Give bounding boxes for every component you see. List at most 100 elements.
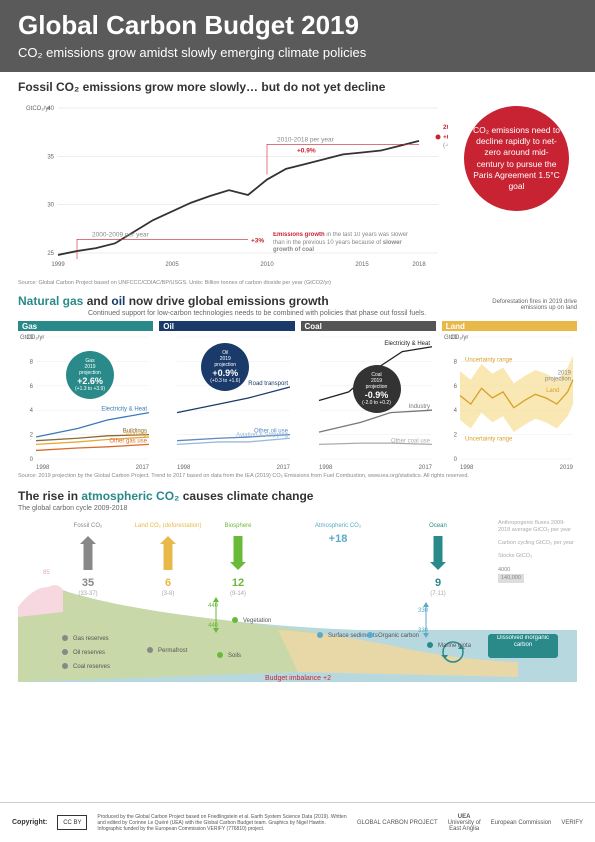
panel-row: Gas024681019982017GtCO₂/yrElectricity & …: [18, 321, 577, 471]
footer: Copyright: CC BY Produced by the Global …: [0, 802, 595, 842]
panel-coal: Coal19982017Electricity & HeatIndustryOt…: [301, 321, 436, 471]
footer-text: Produced by the Global Carbon Project ba…: [97, 814, 346, 832]
svg-text:30: 30: [47, 203, 54, 209]
svg-text:Fossil CO₂: Fossil CO₂: [74, 523, 103, 529]
section-3: The rise in atmospheric CO₂ causes clima…: [0, 479, 595, 682]
svg-text:Electricity & Heat: Electricity & Heat: [384, 341, 430, 347]
main-title: Global Carbon Budget 2019: [18, 10, 577, 41]
svg-text:Ocean: Ocean: [429, 523, 447, 529]
svg-text:Vegetation: Vegetation: [243, 618, 271, 624]
copyright-label: Copyright:: [12, 819, 47, 826]
svg-text:1999: 1999: [51, 262, 65, 268]
svg-text:Coal reserves: Coal reserves: [73, 664, 110, 670]
svg-text:2010-2018 per year: 2010-2018 per year: [277, 136, 335, 143]
callout-text: CO₂ emissions need to decline rapidly to…: [472, 125, 561, 191]
svg-text:8: 8: [453, 359, 457, 365]
sec1-title: Fossil CO₂ emissions grow more slowly… b…: [18, 80, 577, 94]
svg-text:35: 35: [82, 577, 94, 589]
logo-ec: European Commission: [491, 820, 552, 826]
svg-text:0: 0: [453, 457, 457, 463]
svg-text:330: 330: [418, 608, 429, 614]
panel-label: Oil: [159, 321, 294, 331]
svg-text:Marine biota: Marine biota: [438, 643, 472, 649]
svg-text:9: 9: [435, 577, 441, 589]
svg-text:12: 12: [232, 577, 244, 589]
svg-text:Industry: Industry: [126, 431, 147, 437]
svg-text:2017: 2017: [277, 465, 291, 471]
panel-label: Land: [442, 321, 577, 331]
svg-text:(33-37): (33-37): [78, 591, 97, 597]
svg-text:35: 35: [47, 154, 54, 160]
svg-text:+18: +18: [329, 533, 348, 545]
svg-text:85: 85: [43, 570, 50, 576]
svg-text:4: 4: [453, 408, 457, 414]
logo-gcp: GLOBAL CARBON PROJECT: [357, 820, 438, 826]
svg-text:+0.6%: +0.6%: [443, 134, 448, 141]
svg-text:Other gas use: Other gas use: [109, 438, 147, 444]
svg-text:2010: 2010: [260, 262, 274, 268]
section-2: Natural gas and oil now drive global emi…: [0, 286, 595, 479]
svg-text:2018: 2018: [412, 262, 426, 268]
subtitle: CO₂ emissions grow amidst slowly emergin…: [18, 45, 577, 60]
svg-text:Industry: Industry: [408, 404, 429, 410]
svg-text:Uncertainty range: Uncertainty range: [465, 437, 513, 443]
projection-circle: Gas2019projection+2.6%(+1.3 to +3.9): [66, 351, 114, 399]
sec2-sub: Continued support for low-carbon technol…: [88, 310, 577, 317]
svg-text:(3-8): (3-8): [162, 591, 175, 597]
svg-text:2019: 2019: [559, 465, 573, 471]
cc-badge: CC BY: [57, 815, 87, 830]
svg-text:Land: Land: [546, 388, 559, 394]
svg-text:GtCO₂/yr: GtCO₂/yr: [26, 106, 50, 112]
svg-text:4: 4: [30, 408, 34, 414]
svg-text:projection: projection: [545, 377, 571, 383]
svg-text:1998: 1998: [319, 465, 333, 471]
svg-text:Uncertainty range: Uncertainty range: [465, 357, 513, 363]
svg-text:Organic carbon: Organic carbon: [378, 633, 419, 639]
svg-text:Gas reserves: Gas reserves: [73, 636, 109, 642]
svg-text:(-0.2 to +1.5): (-0.2 to +1.5): [443, 142, 448, 149]
svg-text:1998: 1998: [460, 465, 474, 471]
svg-text:6: 6: [165, 577, 171, 589]
svg-text:GtCO₂/yr: GtCO₂/yr: [20, 335, 44, 341]
svg-text:Road transport: Road transport: [249, 381, 289, 387]
svg-text:Soils: Soils: [228, 653, 241, 659]
svg-text:8: 8: [30, 359, 34, 365]
svg-text:6: 6: [453, 384, 457, 390]
svg-text:1998: 1998: [177, 465, 191, 471]
svg-text:Budget imbalance +2: Budget imbalance +2: [265, 675, 331, 682]
svg-text:Aviation & Shipping: Aviation & Shipping: [236, 432, 288, 438]
svg-text:Land CO₂ (deforestation): Land CO₂ (deforestation): [135, 523, 202, 529]
panel-land: Land024681019982019GtCO₂/yrUncertainty r…: [442, 321, 577, 471]
chart-emissions: 2530354019992005201020152018GtCO₂/yr2019…: [18, 98, 577, 278]
section-1: Fossil CO₂ emissions grow more slowly… b…: [0, 72, 595, 286]
svg-text:Oil reserves: Oil reserves: [73, 650, 105, 656]
panel-label: Coal: [301, 321, 436, 331]
sec3-title: The rise in atmospheric CO₂ causes clima…: [18, 489, 577, 503]
svg-text:(7-11): (7-11): [430, 591, 446, 597]
svg-text:+3%: +3%: [251, 237, 264, 244]
svg-text:2019 projection: 2019 projection: [443, 124, 448, 131]
svg-text:2000-2009 per year: 2000-2009 per year: [92, 231, 150, 238]
svg-text:25: 25: [47, 251, 54, 257]
panel-label: Gas: [18, 321, 153, 331]
svg-text:2: 2: [30, 433, 34, 439]
svg-text:2: 2: [453, 433, 457, 439]
logo-uea: UEAUniversity ofEast Anglia: [448, 814, 481, 832]
carbon-cycle: Fossil CO₂ 35 (33-37) Land CO₂ (deforestati…: [18, 512, 577, 682]
logo-verify: VERIFY: [561, 820, 583, 826]
svg-text:Electricity & Heat: Electricity & Heat: [101, 407, 147, 413]
projection-circle: Coal2019projection-0.9%(-2.0 to +0.2): [353, 365, 401, 413]
svg-text:2005: 2005: [165, 262, 179, 268]
land-note: Deforestation fires in 2019 drive emissi…: [477, 299, 577, 311]
svg-text:GtCO₂/yr: GtCO₂/yr: [444, 335, 468, 341]
svg-text:+0.9%: +0.9%: [297, 147, 316, 154]
projection-circle: Oil2019projection+0.9%(+0.3 to +1.6): [201, 343, 249, 391]
svg-text:Atmospheric CO₂: Atmospheric CO₂: [315, 523, 362, 529]
sec3-sub: The global carbon cycle 2009-2018: [18, 505, 577, 512]
svg-text:Permafrost: Permafrost: [158, 648, 188, 654]
header: Global Carbon Budget 2019 CO₂ emissions …: [0, 0, 595, 72]
panel-oil: Oil19982017Road transportOther oil useAv…: [159, 321, 294, 471]
svg-text:1998: 1998: [36, 465, 50, 471]
svg-text:2015: 2015: [355, 262, 369, 268]
svg-text:0: 0: [30, 457, 34, 463]
